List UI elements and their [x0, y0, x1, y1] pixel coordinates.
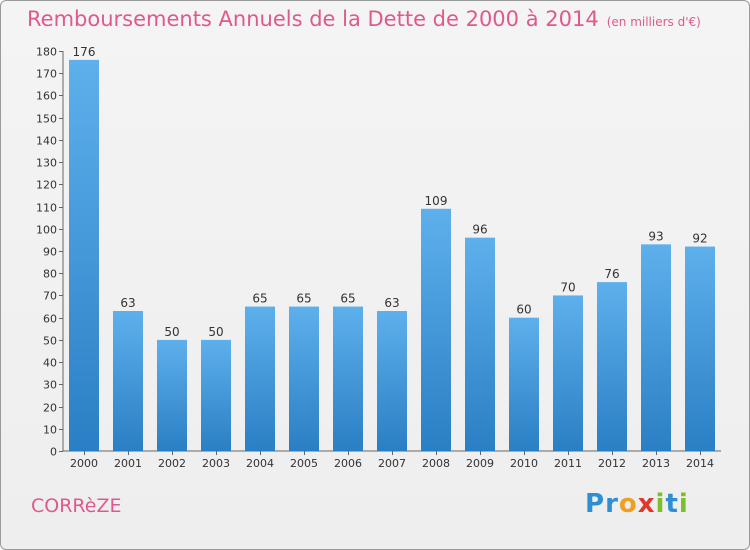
y-tick-label: 40 [43, 357, 57, 370]
bar [641, 244, 671, 451]
y-tick-label: 60 [43, 313, 57, 326]
x-tick-label: 2014 [686, 457, 714, 470]
chart-subtitle: (en milliers d'€) [606, 15, 701, 29]
data-label: 65 [252, 292, 267, 306]
logo-letter: t [665, 489, 679, 519]
x-tick-label: 2008 [422, 457, 450, 470]
bar [685, 246, 715, 451]
logo-letter: r [605, 489, 619, 519]
bar [69, 59, 99, 452]
bar [465, 237, 495, 451]
y-tick-label: 100 [36, 224, 57, 237]
x-tick-label: 2006 [334, 457, 362, 470]
bar [289, 306, 319, 451]
bar [509, 317, 539, 451]
y-tick-label: 30 [43, 379, 57, 392]
data-label: 76 [604, 267, 619, 281]
x-tick-label: 2011 [554, 457, 582, 470]
x-tick-label: 2002 [158, 457, 186, 470]
bar [421, 208, 451, 451]
chart-data-labels: 176 63 50 50 65 65 65 63 109 96 60 70 76 93 92 [73, 45, 708, 339]
y-tick-label: 160 [36, 90, 57, 103]
x-tick-label: 2010 [510, 457, 538, 470]
y-tick-label: 50 [43, 335, 57, 348]
region-name: CORRèZE [31, 495, 122, 517]
y-tick-label: 130 [36, 157, 57, 170]
y-tick-label: 80 [43, 268, 57, 281]
y-tick-label: 20 [43, 402, 57, 415]
bar [553, 295, 583, 451]
bar [113, 311, 143, 451]
data-label: 96 [472, 223, 487, 237]
x-tick-label: 2003 [202, 457, 230, 470]
y-tick-label: 110 [36, 202, 57, 215]
logo-letter: P [585, 489, 606, 519]
chart-bars [69, 59, 715, 452]
data-label: 109 [425, 194, 448, 208]
y-tick-label: 90 [43, 246, 57, 259]
x-tick-label: 2004 [246, 457, 274, 470]
logo-letter: i [678, 489, 689, 519]
data-label: 92 [692, 232, 707, 246]
data-label: 176 [73, 45, 96, 59]
y-tick-label: 10 [43, 424, 57, 437]
y-tick-label: 70 [43, 290, 57, 303]
data-label: 50 [164, 325, 179, 339]
x-tick-label: 2001 [114, 457, 142, 470]
logo-letter: x [637, 489, 656, 519]
logo-letter: o [618, 489, 638, 519]
data-label: 93 [648, 229, 663, 243]
x-tick-label: 2009 [466, 457, 494, 470]
y-tick-label: 170 [36, 68, 57, 81]
y-tick-label: 180 [36, 46, 57, 59]
proxiti-logo[interactable]: Proxiti [585, 489, 689, 519]
x-tick-label: 2005 [290, 457, 318, 470]
data-label: 65 [296, 292, 311, 306]
chart-title: Remboursements Annuels de la Dette de 20… [27, 7, 701, 31]
chart-title-main: Remboursements Annuels de la Dette de 20… [27, 7, 599, 31]
y-tick-label: 150 [36, 113, 57, 126]
y-tick-label: 140 [36, 135, 57, 148]
chart-axes: 0 10 20 30 40 50 60 70 80 90 100 110 120 130 140 150 160… [36, 46, 721, 470]
data-label: 65 [340, 292, 355, 306]
y-tick-label: 120 [36, 179, 57, 192]
logo-letter: i [655, 489, 666, 519]
data-label: 70 [560, 280, 575, 294]
bar [377, 311, 407, 451]
x-tick-label: 2012 [598, 457, 626, 470]
bar [597, 282, 627, 451]
x-tick-label: 2007 [378, 457, 406, 470]
bar [245, 306, 275, 451]
bar [333, 306, 363, 451]
data-label: 63 [120, 296, 135, 310]
y-tick-label: 0 [50, 446, 57, 459]
x-tick-label: 2013 [642, 457, 670, 470]
data-label: 50 [208, 325, 223, 339]
bar [157, 339, 187, 451]
bar [201, 339, 231, 451]
x-tick-label: 2000 [70, 457, 98, 470]
data-label: 60 [516, 303, 531, 317]
data-label: 63 [384, 296, 399, 310]
